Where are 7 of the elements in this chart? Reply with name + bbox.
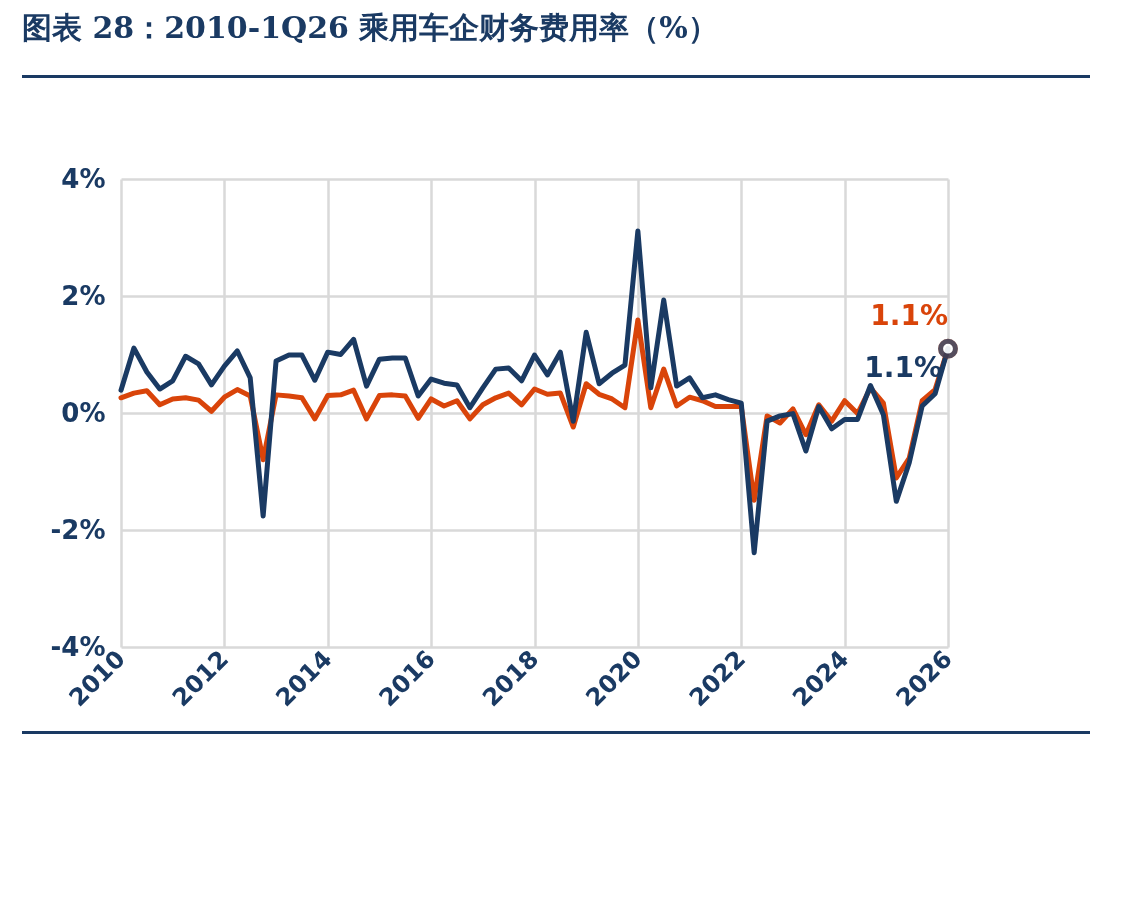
chart-title: 图表 28：2010-1Q26 乘用车企财务费用率（%） <box>22 8 1090 78</box>
data-label: 1.1% <box>864 350 942 384</box>
data-label: 1.1% <box>870 298 948 332</box>
y-tick-label: 2% <box>61 280 106 311</box>
y-tick-label: -2% <box>50 514 106 545</box>
y-tick-label: 4% <box>61 163 106 194</box>
y-tick-label: 0% <box>61 397 106 428</box>
